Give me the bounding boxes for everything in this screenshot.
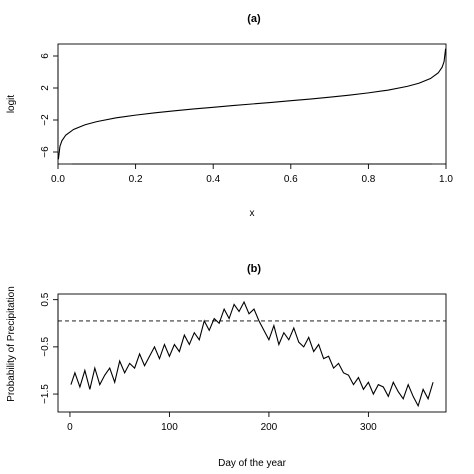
- precipitation-series-line: [70, 300, 434, 408]
- panel-a-title: (a): [247, 13, 261, 25]
- x-tick-label: 0: [67, 422, 73, 433]
- panel-a-x-label: x: [250, 208, 255, 219]
- x-tick-label: 0.0: [51, 174, 65, 185]
- y-tick-label: −1.5: [40, 384, 51, 404]
- x-tick-label: 200: [261, 422, 278, 433]
- x-tick-label: 100: [161, 422, 178, 433]
- y-tick-label: 6: [40, 53, 51, 59]
- x-tick-label: 0.4: [206, 174, 220, 185]
- panel-b-title: (b): [247, 263, 261, 275]
- panel-b-x-ticks: 0 100 200 300: [67, 412, 377, 433]
- x-tick-label: 0.6: [284, 174, 298, 185]
- x-tick-label: 300: [360, 422, 377, 433]
- panel-a: (a) 0.0 0.2 0.4 0.6 0.8 1.0 −6 −2 2 6 x logit: [6, 13, 453, 219]
- panel-a-y-label: logit: [6, 95, 17, 114]
- x-tick-label: 1.0: [439, 174, 453, 185]
- y-tick-label: 2: [40, 85, 51, 91]
- panel-a-x-ticks: 0.0 0.2 0.4 0.6 0.8 1.0: [51, 164, 453, 185]
- x-tick-label: 0.8: [361, 174, 375, 185]
- y-tick-label: −0.5: [40, 337, 51, 357]
- y-tick-label: −2: [40, 114, 51, 126]
- y-tick-label: −6: [40, 146, 51, 158]
- panel-b: (b) 0 100 200 300 −1.5 −0.5 0.5 Day of the ye…: [6, 263, 447, 469]
- panel-b-y-ticks: −1.5 −0.5 0.5: [40, 292, 58, 404]
- logit-curve: [57, 48, 447, 160]
- panel-b-y-label: Probability of Precipitation: [6, 286, 17, 402]
- panel-b-x-label: Day of the year: [218, 458, 286, 469]
- x-tick-label: 0.2: [129, 174, 143, 185]
- y-tick-label: 0.5: [40, 292, 51, 306]
- panel-a-y-ticks: −6 −2 2 6: [40, 53, 58, 158]
